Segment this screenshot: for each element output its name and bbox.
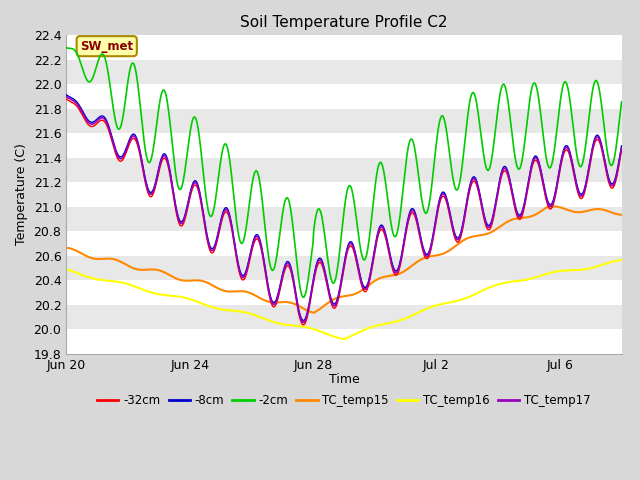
Bar (67, 133, 621, 158)
Bar (67, 280, 621, 305)
Y-axis label: Temperature (C): Temperature (C) (15, 144, 28, 245)
Bar (67, 109, 621, 133)
Legend: -32cm, -8cm, -2cm, TC_temp15, TC_temp16, TC_temp17: -32cm, -8cm, -2cm, TC_temp15, TC_temp16,… (93, 389, 595, 411)
Bar (67, 329, 621, 354)
Bar (67, 231, 621, 256)
Bar (67, 36, 621, 60)
Bar (67, 256, 621, 280)
Bar (67, 207, 621, 231)
Bar (67, 182, 621, 207)
Bar (67, 158, 621, 182)
Title: Soil Temperature Profile C2: Soil Temperature Profile C2 (240, 15, 448, 30)
X-axis label: Time: Time (328, 373, 359, 386)
Bar (67, 305, 621, 329)
Bar (67, 60, 621, 84)
Text: SW_met: SW_met (80, 40, 133, 53)
Bar (67, 84, 621, 109)
